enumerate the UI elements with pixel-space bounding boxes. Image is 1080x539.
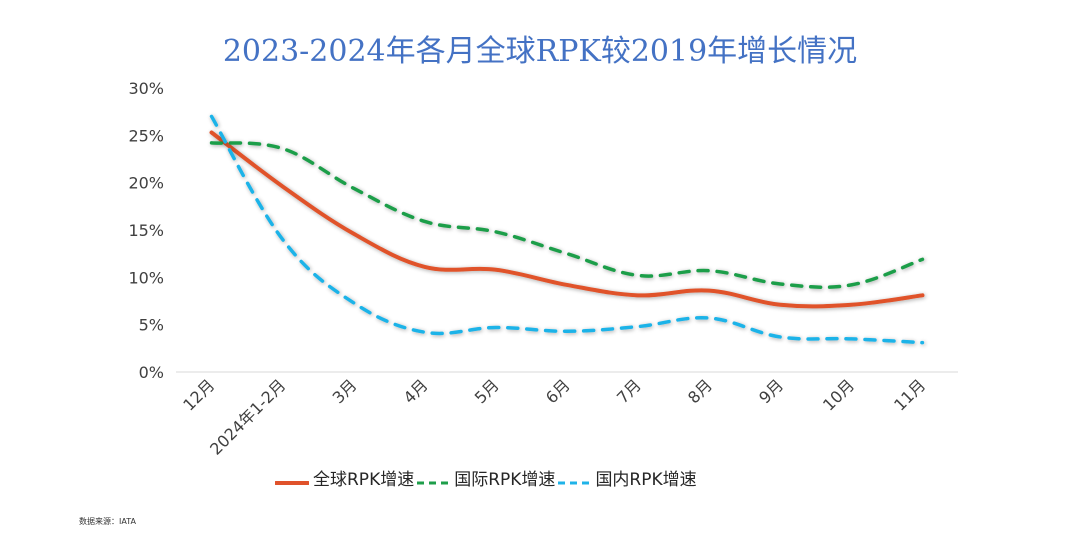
y-tick-label: 0% — [139, 363, 164, 382]
y-tick-label: 30% — [128, 79, 164, 98]
legend-swatch-international — [416, 473, 450, 484]
x-tick-label: 4月 — [400, 375, 432, 407]
legend-swatch-global — [274, 473, 310, 485]
y-tick-label: 15% — [128, 221, 164, 240]
legend-item-domestic: 国内RPK增速 — [557, 465, 697, 490]
series-line-domestic — [209, 114, 925, 345]
series-line-international — [209, 141, 925, 289]
chart-title: 2023-2024年各月全球RPK较2019年增长情况 — [222, 34, 858, 69]
x-tick-label: 9月 — [755, 375, 787, 407]
series-line-global — [209, 130, 925, 309]
x-tick-label: 12月 — [179, 375, 218, 414]
x-tick-label: 10月 — [819, 375, 858, 414]
source-note: 数据来源：IATA — [79, 517, 136, 526]
legend-item-global: 全球RPK增速 — [274, 465, 415, 490]
x-tick-label: 11月 — [890, 375, 929, 414]
x-tick-label: 8月 — [684, 375, 716, 407]
y-tick-label: 20% — [128, 174, 164, 193]
legend-label-domestic: 国内RPK增速 — [595, 470, 697, 490]
x-tick-label: 3月 — [329, 375, 361, 407]
legend-label-international: 国际RPK增速 — [454, 470, 556, 490]
x-tick-label: 6月 — [542, 375, 574, 407]
legend-item-international: 国际RPK增速 — [416, 465, 555, 490]
legend-label-global: 全球RPK增速 — [313, 470, 415, 490]
legend-swatch-domestic — [557, 473, 591, 484]
y-tick-label: 25% — [128, 126, 164, 145]
y-tick-label: 10% — [128, 268, 164, 287]
x-tick-label: 7月 — [613, 375, 645, 407]
x-tick-label: 2024年1-2月 — [206, 375, 289, 458]
x-tick-label: 5月 — [471, 375, 503, 407]
y-tick-label: 5% — [139, 316, 164, 335]
legend: 全球RPK增速 国际RPK增速 国内RPK增速 — [274, 465, 699, 490]
